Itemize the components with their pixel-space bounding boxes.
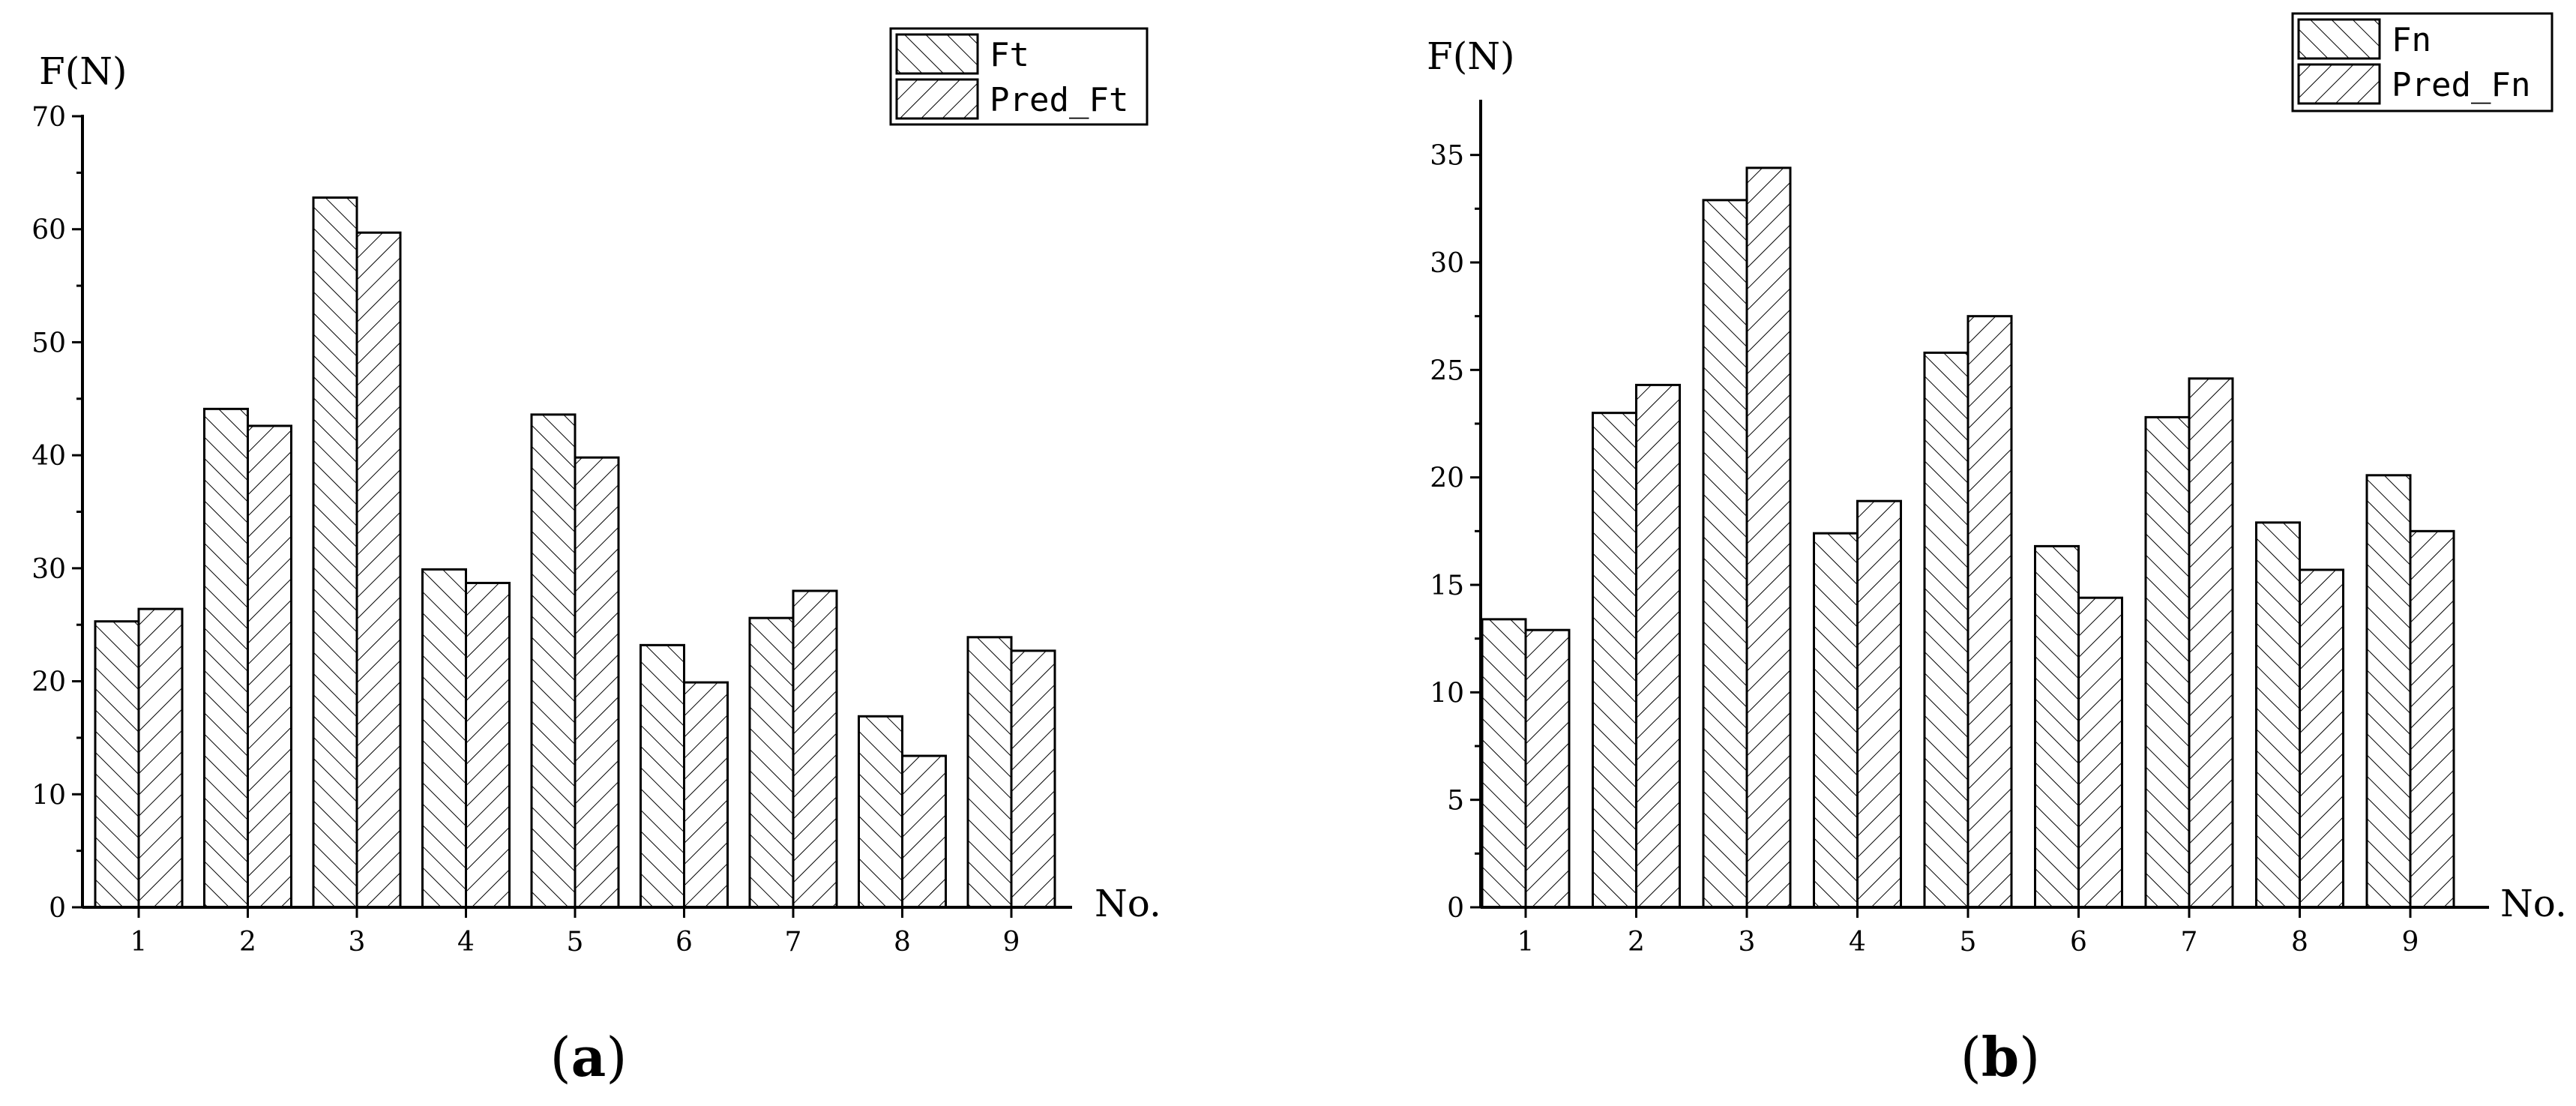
x-tick-label: 7 bbox=[2181, 927, 2198, 958]
bar-Pred_Ft-9 bbox=[1010, 649, 1056, 909]
bar-Pred_Ft-8 bbox=[901, 754, 947, 909]
bar-Fn-9 bbox=[2365, 474, 2412, 909]
bar-Ft-5 bbox=[530, 413, 577, 909]
bar-Ft-4 bbox=[421, 568, 467, 909]
bar-Pred_Fn-3 bbox=[1745, 166, 1792, 909]
x-tick-label: 1 bbox=[1517, 927, 1535, 958]
x-axis-title: No. bbox=[2500, 882, 2567, 925]
bar-Pred_Fn-6 bbox=[2077, 596, 2123, 909]
y-tick-label: 25 bbox=[1430, 355, 1464, 386]
y-tick-label: 50 bbox=[31, 328, 66, 358]
chart-b: 0 5 10 15 20 25 30 35 1 2 3 4 5 6 7 8 9 F(N) No. Fn Pred_Fn (… bbox=[1427, 12, 2567, 1089]
bar-Pred_Ft-6 bbox=[683, 681, 729, 909]
bar-Pred_Fn-9 bbox=[2409, 529, 2455, 909]
x-tick-label: 6 bbox=[2070, 927, 2087, 958]
y-tick-label: 10 bbox=[1430, 678, 1464, 709]
x-tick-label: 8 bbox=[2291, 927, 2308, 958]
bar-Fn-4 bbox=[1813, 532, 1859, 909]
y-tick-label: 0 bbox=[1447, 893, 1464, 924]
y-tick-label: 20 bbox=[1430, 463, 1464, 494]
x-axis-title: No. bbox=[1095, 882, 1161, 925]
y-tick-label: 40 bbox=[31, 441, 66, 472]
bar-Pred_Fn-2 bbox=[1635, 383, 1681, 909]
y-tick-label: 10 bbox=[31, 780, 66, 811]
bar-Fn-3 bbox=[1702, 199, 1748, 909]
legend-label-Pred_Fn: Pred_Fn bbox=[2392, 66, 2530, 104]
bar-Pred_Fn-4 bbox=[1856, 499, 1902, 909]
x-tick-label: 2 bbox=[239, 927, 256, 958]
chart-a: 0 10 20 30 40 50 60 70 1 2 3 4 5 6 7 8 9 F(N) No. Ft Pred_Ft… bbox=[31, 27, 1161, 1089]
y-tick-label: 5 bbox=[1447, 786, 1464, 817]
legend-swatch-Fn bbox=[2297, 18, 2381, 60]
x-tick-label: 3 bbox=[1739, 927, 1756, 958]
bar-Fn-8 bbox=[2255, 521, 2301, 909]
bar-Pred_Ft-4 bbox=[465, 581, 511, 909]
panel-label: (a) bbox=[550, 1025, 628, 1089]
x-tick-label: 4 bbox=[457, 927, 475, 958]
bar-Pred_Ft-1 bbox=[137, 607, 184, 909]
bar-Ft-7 bbox=[748, 616, 795, 909]
y-tick-label: 30 bbox=[1430, 248, 1464, 279]
x-tick-label: 1 bbox=[130, 927, 148, 958]
y-tick-label: 70 bbox=[31, 102, 66, 133]
bar-Pred_Fn-7 bbox=[2188, 377, 2234, 909]
y-axis-title: F(N) bbox=[39, 49, 127, 93]
bar-Pred_Fn-8 bbox=[2299, 568, 2344, 909]
bar-Fn-5 bbox=[1923, 351, 1969, 909]
bar-Ft-6 bbox=[640, 643, 685, 909]
bar-Pred_Ft-7 bbox=[792, 589, 838, 909]
y-tick-label: 20 bbox=[31, 667, 66, 698]
bar-Ft-3 bbox=[312, 196, 358, 909]
bar-Ft-8 bbox=[858, 715, 903, 909]
legend-label-Fn: Fn bbox=[2392, 21, 2431, 59]
bar-Ft-9 bbox=[966, 636, 1013, 909]
y-tick-label: 15 bbox=[1430, 571, 1464, 601]
y-tick-label: 35 bbox=[1430, 141, 1464, 172]
y-tick-label: 60 bbox=[31, 215, 66, 246]
y-tick-label: 0 bbox=[49, 893, 66, 924]
x-tick-label: 7 bbox=[785, 927, 802, 958]
legend-swatch-Ft bbox=[895, 33, 979, 75]
bar-Pred_Fn-5 bbox=[1966, 315, 2013, 909]
bar-Fn-6 bbox=[2034, 544, 2080, 909]
panel-label: (b) bbox=[1960, 1025, 2041, 1089]
legend-swatch-Pred_Ft bbox=[895, 78, 979, 120]
x-tick-label: 8 bbox=[894, 927, 911, 958]
x-tick-label: 4 bbox=[1849, 927, 1866, 958]
x-tick-label: 6 bbox=[675, 927, 693, 958]
legend: Ft Pred_Ft bbox=[889, 27, 1149, 126]
x-tick-label: 5 bbox=[567, 927, 584, 958]
bar-Ft-1 bbox=[94, 620, 140, 909]
legend: Fn Pred_Fn bbox=[2291, 12, 2554, 112]
bar-Fn-1 bbox=[1481, 618, 1527, 909]
x-tick-label: 3 bbox=[349, 927, 366, 958]
x-tick-label: 9 bbox=[2402, 927, 2419, 958]
bar-Pred_Ft-5 bbox=[574, 456, 620, 909]
y-axis-title: F(N) bbox=[1427, 34, 1514, 78]
x-tick-label: 9 bbox=[1003, 927, 1020, 958]
x-tick-label: 2 bbox=[1628, 927, 1645, 958]
bar-Fn-2 bbox=[1592, 412, 1637, 909]
x-tick-label: 5 bbox=[1960, 927, 1977, 958]
bar-Pred_Ft-3 bbox=[355, 231, 402, 909]
legend-label-Pred_Ft: Pred_Ft bbox=[990, 81, 1128, 119]
legend-swatch-Pred_Fn bbox=[2297, 63, 2381, 105]
bar-Ft-2 bbox=[203, 407, 249, 909]
y-tick-label: 30 bbox=[31, 554, 66, 585]
bar-Fn-7 bbox=[2144, 415, 2191, 909]
bar-Pred_Fn-1 bbox=[1524, 628, 1571, 909]
legend-label-Ft: Ft bbox=[990, 36, 1029, 74]
bar-Pred_Ft-2 bbox=[247, 424, 292, 909]
